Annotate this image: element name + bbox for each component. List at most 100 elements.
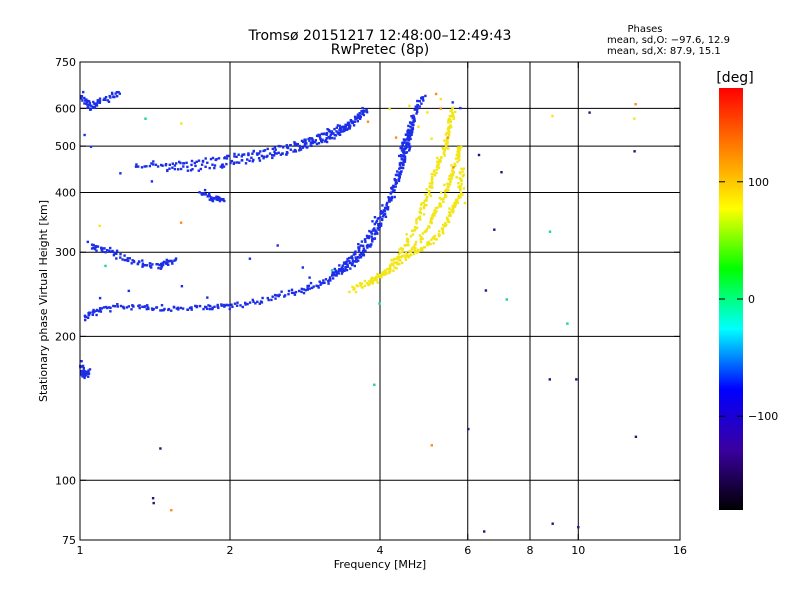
trace-point [87,371,90,374]
scatter-point [439,97,442,101]
trace-point [168,259,171,263]
trace-point [450,176,454,179]
trace-point [337,132,340,135]
trace-point [425,203,428,207]
scatter-point [308,276,311,279]
trace-point [365,108,368,112]
trace-point [404,133,408,136]
trace-point [350,255,354,258]
trace-point [247,153,250,157]
trace-point [163,307,166,311]
trace-point [407,254,410,258]
trace-point [380,212,383,215]
scatter-point [575,378,578,381]
trace-point [211,306,214,309]
trace-point [399,161,402,165]
trace-point [164,164,167,167]
trace-point [423,199,426,202]
trace-point [246,158,249,161]
trace-point [355,117,358,120]
trace-point [112,304,115,308]
trace-point [150,162,153,165]
trace-point [362,254,366,257]
trace-point [460,145,463,149]
trace-point [161,263,165,267]
scatter-point [463,201,467,205]
trace-point [356,120,359,123]
trace-point [81,365,84,368]
trace-point [83,96,86,100]
trace-point [271,154,274,157]
trace-point [416,110,419,113]
colorbar-ticks: 100 0 −100 [719,176,778,423]
trace-point [230,159,234,163]
trace-point [401,143,404,146]
trace-point [391,187,394,191]
trace-point [448,131,451,134]
trace-point [248,159,251,162]
trace-point [458,155,461,158]
trace-point [421,247,424,251]
trace-point [359,244,362,247]
trace-point [402,163,405,167]
trace-point [315,284,318,287]
scatter-point [330,269,334,272]
trace-point [109,246,112,250]
trace-point [194,304,197,308]
trace-point [240,155,243,158]
trace-point [215,195,218,198]
trace-point [447,118,451,121]
trace-point [459,196,462,199]
trace-point [408,147,411,150]
trace-point [100,246,103,249]
scatter-point [500,171,503,174]
trace-point [400,158,403,161]
data-points [79,90,638,533]
trace-point [415,222,418,225]
trace-point [415,226,419,229]
trace-point [428,193,431,196]
trace-point [362,247,365,250]
trace-point [84,99,87,102]
trace-point [371,240,374,243]
trace-point [346,257,349,261]
trace-point [445,139,448,142]
trace-point [324,278,328,281]
trace-point [85,372,88,375]
trace-point [109,310,112,313]
trace-point [293,293,297,296]
trace-point [357,248,361,251]
trace-point [400,145,403,148]
trace-point [315,142,319,146]
scatter-point [505,298,508,301]
trace-point [208,198,211,201]
trace-point [433,234,437,238]
trace-point [344,267,347,270]
trace-point [402,254,405,257]
trace-point [458,148,462,151]
trace-point [83,376,86,380]
trace-point [390,259,393,262]
trace-point [80,97,83,100]
series-dark-points [151,111,638,533]
trace-point [330,274,334,277]
x-tick-label: 2 [227,544,234,557]
trace-point [410,115,413,118]
trace-point [213,164,217,167]
trace-point [228,307,231,311]
trace-point [131,259,134,262]
trace-point [387,271,390,274]
trace-point [400,247,403,250]
trace-point [105,249,109,252]
trace-point [351,263,354,267]
plot-area: 1 2 4 6 8 10 16 75 100 200 300 400 500 600 750 [55,56,687,557]
trace-point [458,177,461,180]
scatter-point [144,117,147,120]
trace-point [138,306,141,310]
trace-point [305,142,308,145]
trace-point [377,222,380,226]
trace-point [285,146,289,149]
trace-point [235,304,239,307]
trace-point [358,117,362,120]
trace-point [407,128,410,132]
